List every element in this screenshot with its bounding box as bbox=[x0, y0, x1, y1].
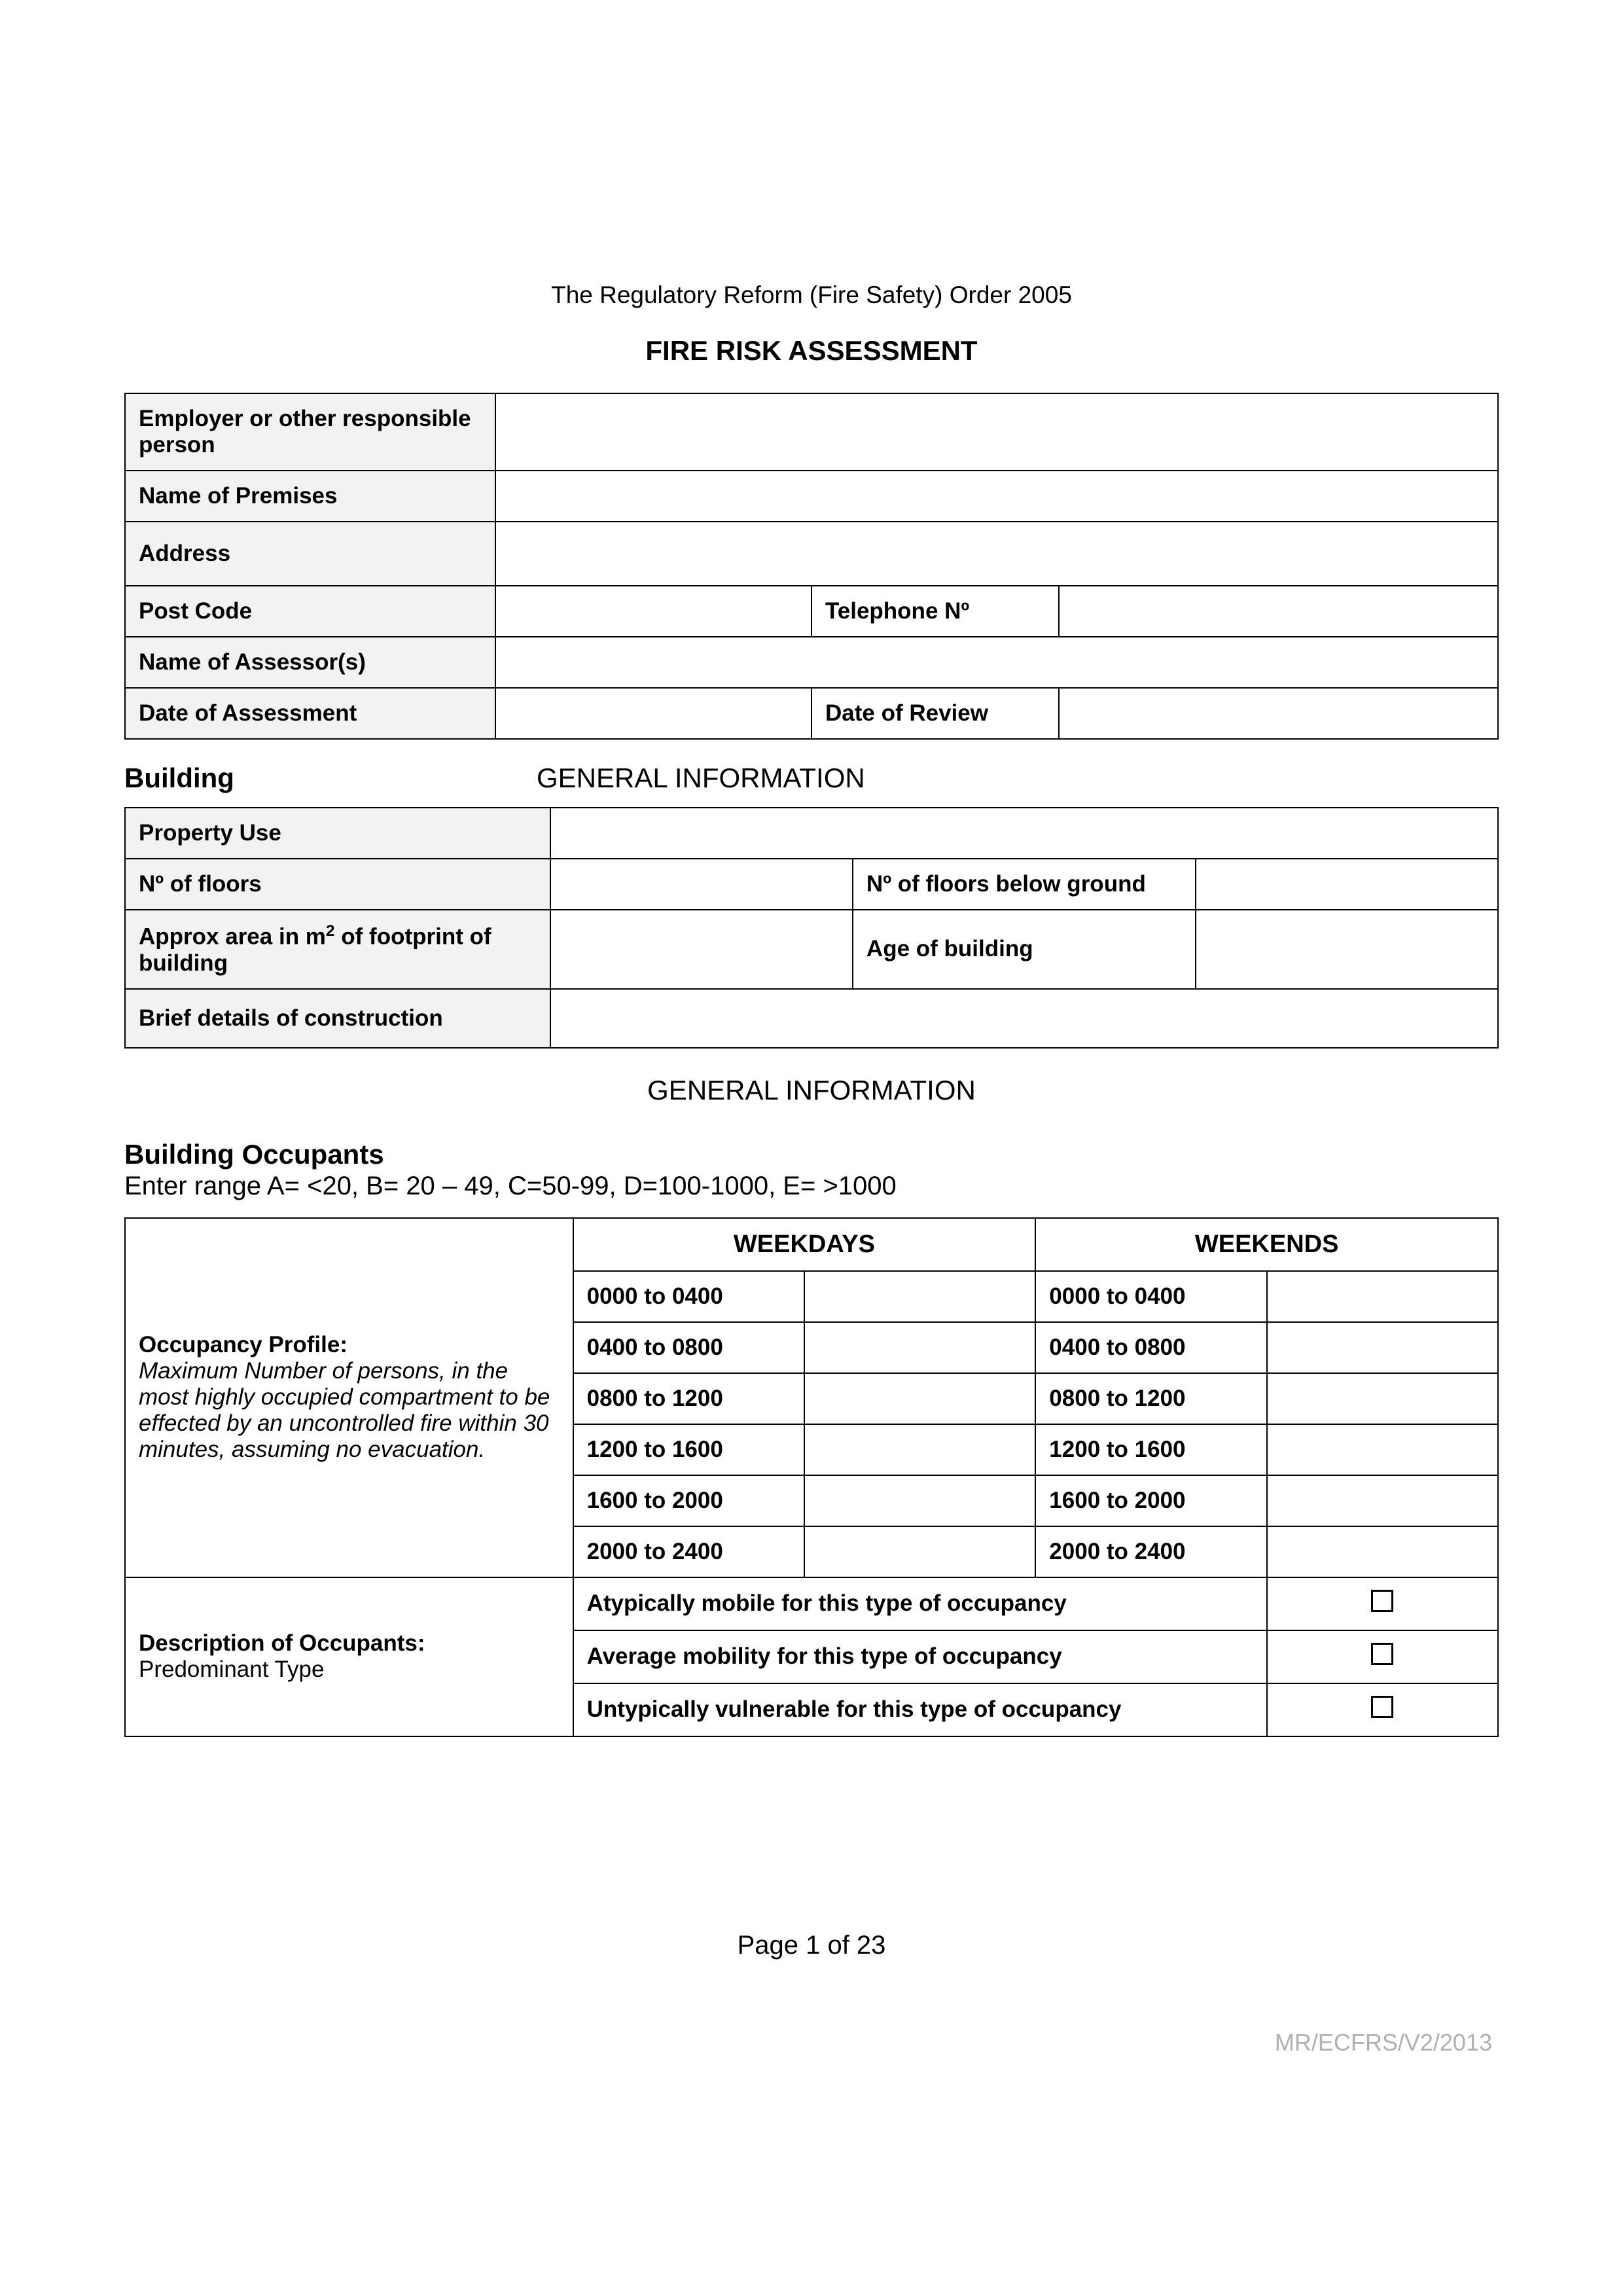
checkbox-icon bbox=[1371, 1590, 1393, 1612]
weekday-slot-2: 0800 to 1200 bbox=[573, 1373, 804, 1424]
weekend-val-3[interactable] bbox=[1267, 1424, 1498, 1475]
weekday-slot-4: 1600 to 2000 bbox=[573, 1475, 804, 1526]
postcode-label: Post Code bbox=[125, 586, 495, 637]
age-value[interactable] bbox=[1196, 910, 1498, 989]
construction-label: Brief details of construction bbox=[125, 989, 550, 1048]
occupants-table: Occupancy Profile: Maximum Number of per… bbox=[124, 1217, 1499, 1737]
weekend-val-2[interactable] bbox=[1267, 1373, 1498, 1424]
mobility-checkbox-3[interactable] bbox=[1267, 1683, 1498, 1736]
weekdays-header: WEEKDAYS bbox=[573, 1218, 1036, 1271]
premises-label: Name of Premises bbox=[125, 471, 495, 522]
assessor-label: Name of Assessor(s) bbox=[125, 637, 495, 688]
doc-reference: MR/ECFRS/V2/2013 bbox=[1275, 2029, 1492, 2056]
area-value[interactable] bbox=[550, 910, 853, 989]
doc-subtitle: The Regulatory Reform (Fire Safety) Orde… bbox=[124, 281, 1499, 309]
property-use-value[interactable] bbox=[550, 808, 1498, 859]
building-info-table: Property Use Nº of floors Nº of floors b… bbox=[124, 807, 1499, 1049]
weekday-slot-3: 1200 to 1600 bbox=[573, 1424, 804, 1475]
telephone-label: Telephone Nº bbox=[812, 586, 1059, 637]
weekend-slot-3: 1200 to 1600 bbox=[1035, 1424, 1266, 1475]
weekday-val-0[interactable] bbox=[804, 1271, 1035, 1322]
address-label: Address bbox=[125, 522, 495, 586]
property-use-label: Property Use bbox=[125, 808, 550, 859]
employer-value[interactable] bbox=[495, 393, 1498, 471]
construction-value[interactable] bbox=[550, 989, 1498, 1048]
date-assess-value[interactable] bbox=[495, 688, 812, 739]
checkbox-icon bbox=[1371, 1696, 1393, 1718]
occupancy-profile-cell: Occupancy Profile: Maximum Number of per… bbox=[125, 1218, 573, 1577]
floors-label: Nº of floors bbox=[125, 859, 550, 910]
mobility-checkbox-2[interactable] bbox=[1267, 1630, 1498, 1683]
checkbox-icon bbox=[1371, 1643, 1393, 1665]
date-assess-label: Date of Assessment bbox=[125, 688, 495, 739]
weekday-slot-5: 2000 to 2400 bbox=[573, 1526, 804, 1577]
weekend-val-1[interactable] bbox=[1267, 1322, 1498, 1373]
postcode-value[interactable] bbox=[495, 586, 812, 637]
weekday-slot-0: 0000 to 0400 bbox=[573, 1271, 804, 1322]
weekend-slot-1: 0400 to 0800 bbox=[1035, 1322, 1266, 1373]
general-info-heading-2: GENERAL INFORMATION bbox=[124, 1075, 1499, 1106]
weekend-slot-5: 2000 to 2400 bbox=[1035, 1526, 1266, 1577]
floors-value[interactable] bbox=[550, 859, 853, 910]
weekend-slot-2: 0800 to 1200 bbox=[1035, 1373, 1266, 1424]
occupant-desc-cell: Description of Occupants: Predominant Ty… bbox=[125, 1577, 573, 1736]
weekend-slot-4: 1600 to 2000 bbox=[1035, 1475, 1266, 1526]
telephone-value[interactable] bbox=[1059, 586, 1498, 637]
floors-below-value[interactable] bbox=[1196, 859, 1498, 910]
mobility-option-1: Atypically mobile for this type of occup… bbox=[573, 1577, 1267, 1630]
building-heading: Building bbox=[124, 762, 537, 794]
age-label: Age of building bbox=[853, 910, 1196, 989]
area-label: Approx area in m2 of footprint of buildi… bbox=[125, 910, 550, 989]
weekend-val-4[interactable] bbox=[1267, 1475, 1498, 1526]
weekday-val-2[interactable] bbox=[804, 1373, 1035, 1424]
floors-below-label: Nº of floors below ground bbox=[853, 859, 1196, 910]
occupants-heading: Building Occupants bbox=[124, 1139, 1499, 1170]
premises-value[interactable] bbox=[495, 471, 1498, 522]
weekend-slot-0: 0000 to 0400 bbox=[1035, 1271, 1266, 1322]
weekday-val-4[interactable] bbox=[804, 1475, 1035, 1526]
occupants-range-desc: Enter range A= <20, B= 20 – 49, C=50-99,… bbox=[124, 1172, 1499, 1201]
weekends-header: WEEKENDS bbox=[1035, 1218, 1498, 1271]
employer-label: Employer or other responsible person bbox=[125, 393, 495, 471]
doc-title: FIRE RISK ASSESSMENT bbox=[124, 335, 1499, 367]
weekend-val-0[interactable] bbox=[1267, 1271, 1498, 1322]
mobility-option-3: Untypically vulnerable for this type of … bbox=[573, 1683, 1267, 1736]
address-value[interactable] bbox=[495, 522, 1498, 586]
date-review-value[interactable] bbox=[1059, 688, 1498, 739]
assessor-value[interactable] bbox=[495, 637, 1498, 688]
date-review-label: Date of Review bbox=[812, 688, 1059, 739]
weekday-val-3[interactable] bbox=[804, 1424, 1035, 1475]
page-number: Page 1 of 23 bbox=[0, 1931, 1623, 1960]
mobility-option-2: Average mobility for this type of occupa… bbox=[573, 1630, 1267, 1683]
premises-info-table: Employer or other responsible person Nam… bbox=[124, 393, 1499, 740]
weekday-val-1[interactable] bbox=[804, 1322, 1035, 1373]
weekend-val-5[interactable] bbox=[1267, 1526, 1498, 1577]
general-info-heading-1: GENERAL INFORMATION bbox=[537, 762, 865, 794]
mobility-checkbox-1[interactable] bbox=[1267, 1577, 1498, 1630]
weekday-slot-1: 0400 to 0800 bbox=[573, 1322, 804, 1373]
weekday-val-5[interactable] bbox=[804, 1526, 1035, 1577]
